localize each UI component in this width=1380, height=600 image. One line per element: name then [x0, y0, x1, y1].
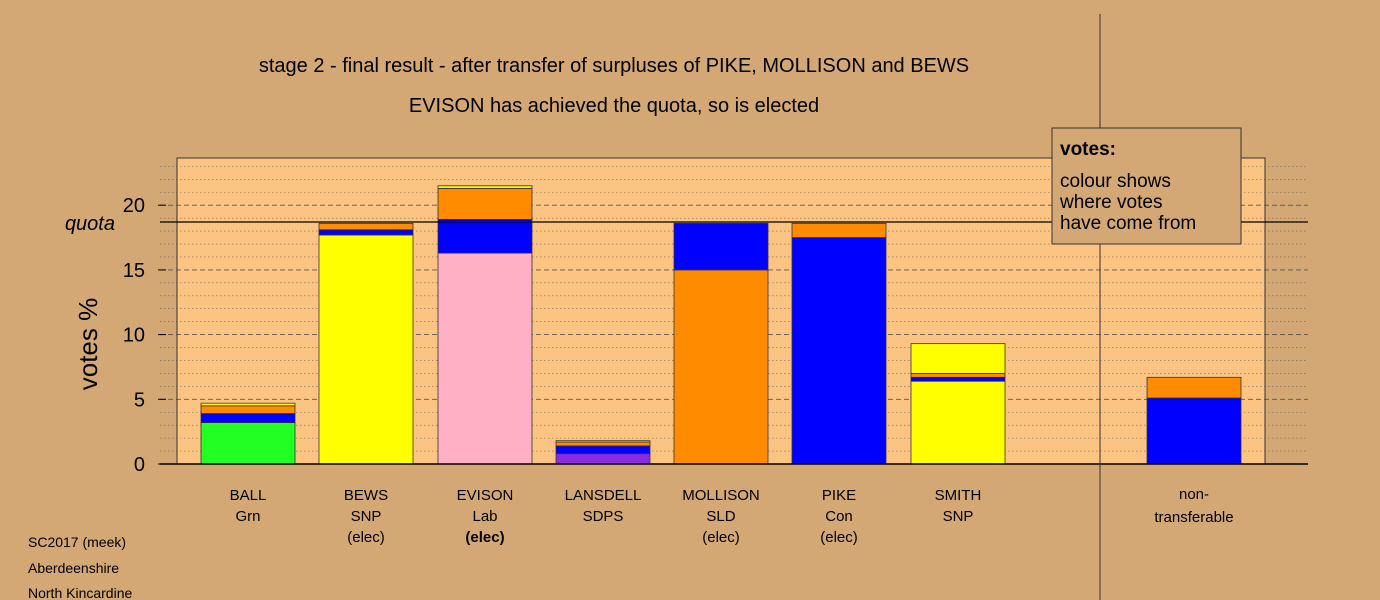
bar-segment [318, 234, 414, 465]
x-axis-labels: BALL Grn BEWS SNP (elec) EVISON Lab (elec) LANSD… [230, 486, 1234, 546]
candidate-party: Lab [472, 508, 497, 525]
candidate-party: SNP [943, 508, 974, 525]
legend-line: where votes [1059, 192, 1162, 213]
candidate-name: LANSDELL [565, 487, 642, 504]
bar-non-transferable [1146, 376, 1242, 465]
y-tick-label: 20 [123, 195, 145, 217]
y-axis-ticks: 0 5 10 15 20 [123, 195, 166, 476]
bar-lansdell [555, 440, 651, 465]
candidate-party: SLD [706, 508, 735, 525]
candidate-name: SMITH [935, 487, 982, 504]
bar-segment [791, 237, 887, 465]
bar-segment [910, 373, 1006, 378]
candidate-party: Con [825, 508, 853, 525]
candidate-party: SDPS [583, 508, 624, 525]
bar-segment [673, 269, 769, 465]
bar-segment [673, 222, 769, 271]
candidate-party: Grn [235, 508, 260, 525]
bars [200, 185, 1242, 465]
footer-line: SC2017 (meek) [28, 534, 126, 550]
bar-smith [910, 343, 1006, 465]
bar-segment [318, 222, 414, 231]
bar-segment [555, 453, 651, 465]
y-tick-label: 0 [134, 454, 145, 476]
legend-box [1051, 127, 1242, 245]
bar-segment [910, 376, 1006, 382]
y-axis-label: votes % [73, 298, 103, 391]
bar-segment [555, 441, 651, 447]
candidate-status: (elec) [465, 529, 504, 546]
bar-segment [437, 252, 533, 465]
bar-segment [1146, 397, 1242, 465]
bar-segment [437, 185, 533, 189]
bar-ball [200, 402, 296, 465]
bar-mollison [673, 222, 769, 465]
bar-segment [555, 445, 651, 455]
chart-title: stage 2 - final result - after transfer … [259, 55, 969, 77]
non-transferable-label: transferable [1154, 509, 1233, 526]
bar-segment [791, 222, 887, 238]
legend-title: votes: [1060, 139, 1116, 160]
y-tick-label: 5 [134, 389, 145, 411]
legend-line: colour shows [1060, 171, 1171, 192]
bar-pike [791, 222, 887, 465]
candidate-status: (elec) [347, 529, 385, 546]
candidate-name: EVISON [457, 487, 514, 504]
bar-segment [437, 187, 533, 220]
chart-subtitle: EVISON has achieved the quota, so is ele… [409, 95, 819, 117]
candidate-name: PIKE [822, 487, 856, 504]
bar-segment [200, 422, 296, 465]
legend-line: have come from [1060, 213, 1196, 234]
quota-label: quota [65, 213, 115, 235]
candidate-status: (elec) [702, 529, 740, 546]
bar-segment [555, 440, 651, 443]
bar-segment [200, 402, 296, 407]
bar-segment [910, 380, 1006, 465]
candidate-name: BALL [230, 487, 267, 504]
candidate-name: MOLLISON [682, 487, 760, 504]
footer-line: Aberdeenshire [28, 560, 119, 576]
bar-segment [910, 343, 1006, 374]
candidate-name: BEWS [344, 487, 388, 504]
y-tick-label: 10 [123, 325, 145, 347]
non-transferable-label: non- [1179, 486, 1209, 503]
bar-bews [318, 222, 414, 465]
legend: votes: colour shows where votes have com… [1051, 127, 1242, 245]
footer-line: North Kincardine [28, 585, 132, 600]
candidate-status: (elec) [820, 529, 858, 546]
bar-segment [200, 405, 296, 414]
candidate-party: SNP [351, 508, 382, 525]
y-tick-label: 15 [123, 260, 145, 282]
bar-segment [318, 229, 414, 236]
bar-segment [437, 219, 533, 254]
bar-evison [437, 185, 533, 465]
bar-segment [200, 413, 296, 423]
bar-segment [1146, 376, 1242, 399]
